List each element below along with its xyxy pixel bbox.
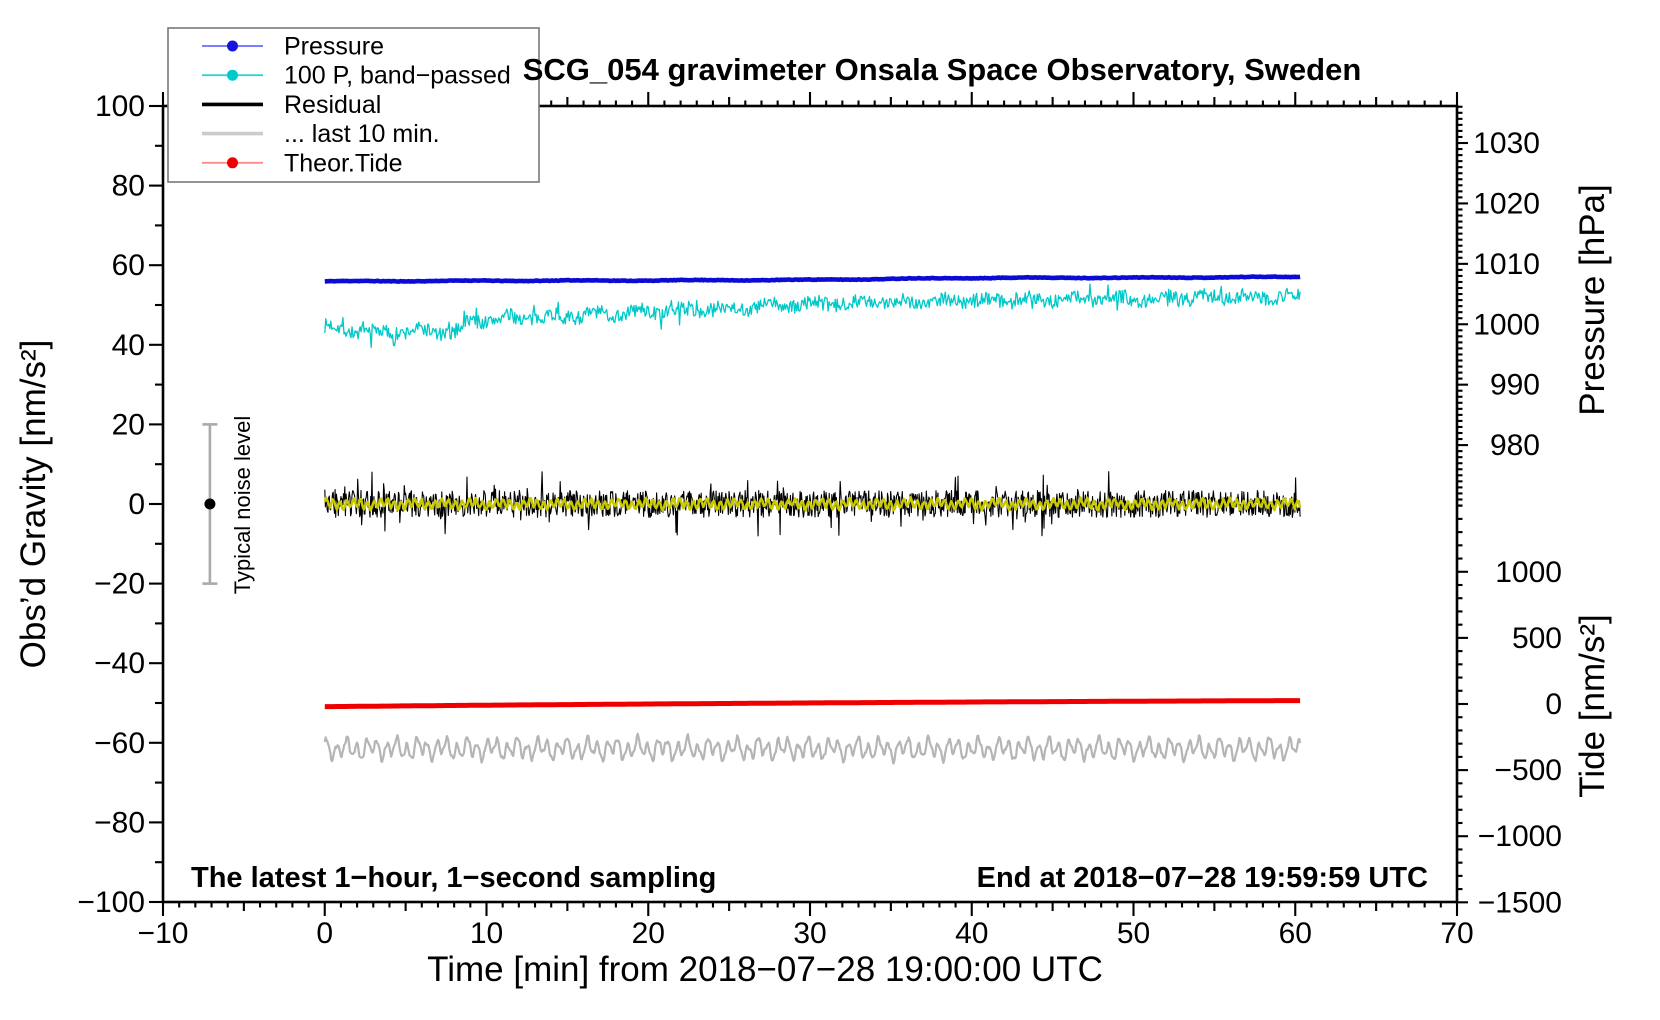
gravity-tick-label: 20	[112, 408, 145, 441]
y-left-axis-title: Obs’d Gravity [nm/s²]	[14, 340, 53, 669]
gravity-tick-label: −100	[77, 886, 145, 919]
legend-label: 100 P, band−passed	[284, 62, 511, 90]
noise-bar-dot	[204, 498, 216, 510]
legend-entry-pressure: Pressure	[202, 33, 384, 61]
pressure-tick-label: 1030	[1473, 127, 1540, 160]
pressure-tick-label: 1000	[1473, 308, 1540, 341]
tide-tick-label: −500	[1494, 754, 1562, 787]
legend-dot-marker	[227, 40, 238, 52]
legend-dot-marker	[227, 157, 238, 169]
axis-ticks	[149, 92, 1468, 916]
x-tick-label: 20	[632, 917, 665, 950]
plot-layer: −10 0 10 20 30 40 50 60 70−100−80−60−40−20020406…	[77, 27, 1562, 950]
legend-entry-theor-tide: Theor.Tide	[202, 149, 403, 177]
series-residual-smoothed	[323, 495, 1302, 512]
x-tick-label: 0	[316, 917, 333, 950]
gravity-tick-label: 0	[128, 488, 145, 521]
legend-entry-last-10-min: ... last 10 min.	[202, 120, 440, 148]
legend-entry-100-p-band-passed: 100 P, band−passed	[202, 62, 511, 90]
chart-title: SCG_054 gravimeter Onsala Space Observat…	[523, 52, 1362, 87]
gravity-tick-label: 60	[112, 249, 145, 282]
axis-tick-labels: −10 0 10 20 30 40 50 60 70−100−80−60−40−20020406…	[77, 90, 1562, 950]
tide-axis-title: Tide [nm/s²]	[1573, 614, 1612, 797]
gravity-tick-label: 40	[112, 329, 145, 362]
series-last-10-min	[323, 732, 1302, 765]
pressure-axis-title: Pressure [hPa]	[1573, 184, 1612, 416]
pressure-tick-label: 1020	[1473, 187, 1540, 220]
gravity-tick-label: 100	[95, 90, 145, 123]
gravity-tick-label: −80	[94, 806, 145, 839]
legend-label: Pressure	[284, 33, 384, 61]
annotation-end-time: End at 2018−07−28 19:59:59 UTC	[977, 862, 1428, 894]
annotation-sampling: The latest 1−hour, 1−second sampling	[191, 862, 716, 894]
pressure-tick-label: 990	[1490, 369, 1540, 402]
x-tick-label: 40	[955, 917, 988, 950]
tide-tick-label: 1000	[1495, 556, 1562, 589]
tide-tick-label: −1500	[1478, 886, 1562, 919]
legend-label: Residual	[284, 91, 381, 119]
series-theor-tide	[324, 698, 1301, 710]
gravity-tick-label: −20	[94, 568, 145, 601]
tide-tick-label: 0	[1545, 688, 1562, 721]
x-tick-label: 50	[1117, 917, 1150, 950]
x-tick-label: −10	[138, 917, 189, 950]
noise-level-indicator	[202, 423, 218, 585]
series-100-p-band-passed	[324, 283, 1301, 349]
tide-tick-label: 500	[1512, 622, 1562, 655]
legend-label: ... last 10 min.	[284, 120, 440, 148]
x-tick-label: 70	[1440, 917, 1473, 950]
pressure-tick-label: 980	[1490, 429, 1540, 462]
tide-tick-label: −1000	[1478, 820, 1562, 853]
gravity-tick-label: −40	[94, 647, 145, 680]
noise-bar-label: Typical noise level	[230, 416, 255, 595]
legend-dot-marker	[227, 69, 238, 81]
x-tick-label: 10	[470, 917, 503, 950]
legend-label: Theor.Tide	[284, 149, 403, 177]
series-pressure	[324, 274, 1301, 284]
pressure-tick-label: 1010	[1473, 248, 1540, 281]
gravity-tick-label: 80	[112, 170, 145, 203]
x-axis-title: Time [min] from 2018−07−28 19:00:00 UTC	[427, 950, 1103, 989]
x-tick-label: 60	[1279, 917, 1312, 950]
x-tick-label: 30	[793, 917, 826, 950]
gravity-tick-label: −60	[94, 727, 145, 760]
legend-entry-residual: Residual	[202, 91, 381, 119]
